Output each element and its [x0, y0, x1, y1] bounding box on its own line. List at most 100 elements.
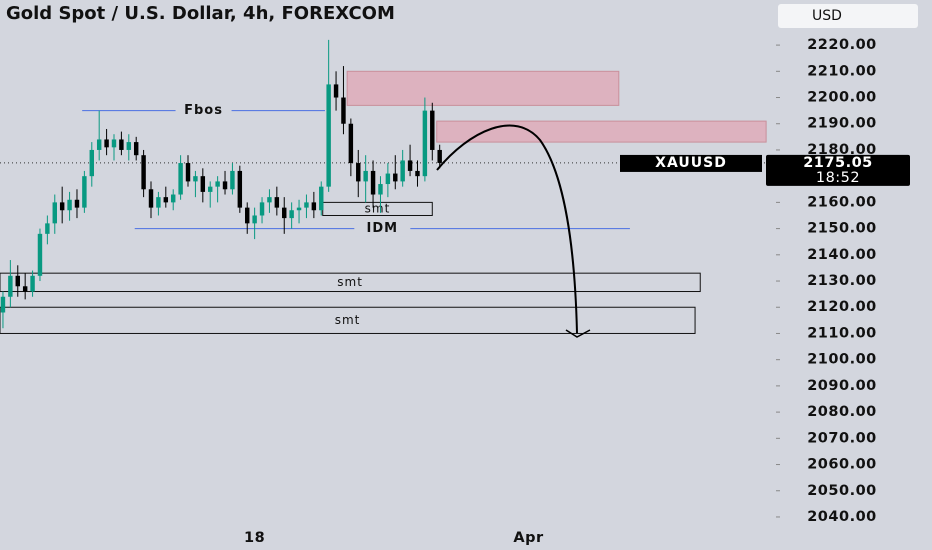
candle-body	[422, 110, 428, 177]
y-tick-label: 2080.00	[807, 404, 877, 420]
candle-body	[274, 197, 280, 208]
candle-body	[363, 170, 368, 182]
candle-body	[37, 233, 43, 276]
candle-body	[326, 84, 331, 187]
y-tick-label: 2040.00	[807, 509, 877, 525]
plot-area: Fbos IDM smt smt smt	[0, 39, 775, 334]
smt-box	[0, 306, 696, 334]
chart-title: Gold Spot / U.S. Dollar, 4h, FOREXCOM	[6, 3, 395, 24]
candle-body	[111, 139, 117, 148]
candle-body	[378, 184, 383, 195]
y-tick-label: 2130.00	[807, 273, 877, 289]
y-tick-label: 2090.00	[807, 378, 877, 394]
candle-body	[237, 170, 243, 208]
candle-body	[370, 170, 376, 195]
smt-label: smt	[365, 201, 391, 215]
candle-body	[185, 163, 191, 182]
level-label: Fbos	[184, 103, 223, 118]
candle-body	[104, 139, 109, 148]
candle-body	[200, 176, 206, 192]
candle-body	[222, 181, 228, 190]
candle-body	[245, 207, 250, 224]
y-tick-label: 2200.00	[807, 90, 877, 106]
y-tick-label: 2120.00	[807, 299, 877, 315]
candle-body	[59, 202, 65, 211]
candle-body	[119, 139, 124, 150]
projection-arrow	[436, 124, 578, 334]
candle-body	[52, 202, 57, 224]
level-label-bg	[354, 220, 411, 237]
candle-body	[267, 197, 272, 203]
candle-body	[341, 97, 346, 124]
candle-body	[304, 202, 309, 208]
candle-body	[74, 199, 80, 208]
candle-body	[282, 207, 287, 219]
currency[interactable]: USD	[812, 8, 842, 24]
y-tick-label: 2050.00	[807, 483, 877, 499]
currency-box[interactable]	[778, 4, 918, 28]
candle-body	[156, 197, 161, 208]
candle-body	[178, 163, 183, 195]
candle-body	[96, 139, 102, 150]
y-tick-label: 2180.00	[807, 142, 877, 158]
candle-body	[356, 163, 361, 182]
candle-body	[289, 210, 294, 219]
candle-body	[385, 173, 391, 185]
y-tick-label: 2060.00	[807, 457, 877, 473]
price-tag	[766, 154, 910, 186]
level-label: IDM	[367, 221, 399, 236]
supply-zone	[346, 70, 620, 106]
candle-body	[215, 181, 220, 187]
symbol-tag	[620, 154, 762, 172]
candle-body	[348, 123, 354, 164]
candle-body	[133, 142, 139, 156]
candle-body	[45, 223, 50, 234]
countdown: 18:52	[816, 170, 860, 186]
y-tick-label: 2070.00	[807, 430, 877, 446]
y-tick-label: 2110.00	[807, 325, 877, 341]
symbol: XAUUSD	[655, 155, 727, 171]
candle-body	[141, 155, 146, 190]
y-tick-label: 2160.00	[807, 194, 877, 210]
candle-body	[30, 275, 35, 292]
candle-body	[252, 215, 257, 224]
y-tick-label: 2210.00	[807, 63, 877, 79]
candle-body	[207, 186, 213, 192]
candle-body	[22, 286, 28, 292]
arrow-head	[565, 329, 591, 338]
candle-body	[230, 170, 235, 190]
candle-body	[126, 142, 132, 150]
candle-body	[407, 160, 413, 171]
candle-body	[333, 84, 339, 98]
candle-body	[0, 296, 6, 313]
candle-body	[82, 176, 87, 208]
smt-label: smt	[337, 275, 363, 289]
candle-body	[8, 275, 13, 297]
candle-body	[415, 170, 420, 177]
candle-body	[393, 173, 398, 182]
candle-body	[15, 275, 20, 287]
x-tick-label: 18	[244, 530, 265, 546]
candle-body	[296, 207, 302, 211]
candle-body	[400, 160, 405, 182]
last-price: 2175.05	[803, 155, 873, 171]
candle-body	[259, 202, 265, 216]
candle-body	[170, 194, 176, 203]
candle-body	[89, 149, 95, 177]
candle-body	[193, 176, 198, 182]
y-tick-label: 2140.00	[807, 247, 877, 263]
y-tick-label: 2150.00	[807, 221, 877, 237]
candle-body	[437, 149, 442, 163]
y-tick-label: 2100.00	[807, 352, 877, 368]
candle-body	[163, 197, 169, 203]
smt-box	[0, 272, 701, 293]
candle-body	[311, 202, 317, 211]
candle-body	[430, 110, 435, 150]
y-tick-label: 2220.00	[807, 37, 877, 53]
y-tick-label: 2190.00	[807, 116, 877, 132]
candle-body	[319, 186, 324, 211]
candle-body	[148, 189, 154, 208]
x-tick-label: Apr	[513, 530, 544, 546]
smt-label: smt	[335, 313, 361, 327]
